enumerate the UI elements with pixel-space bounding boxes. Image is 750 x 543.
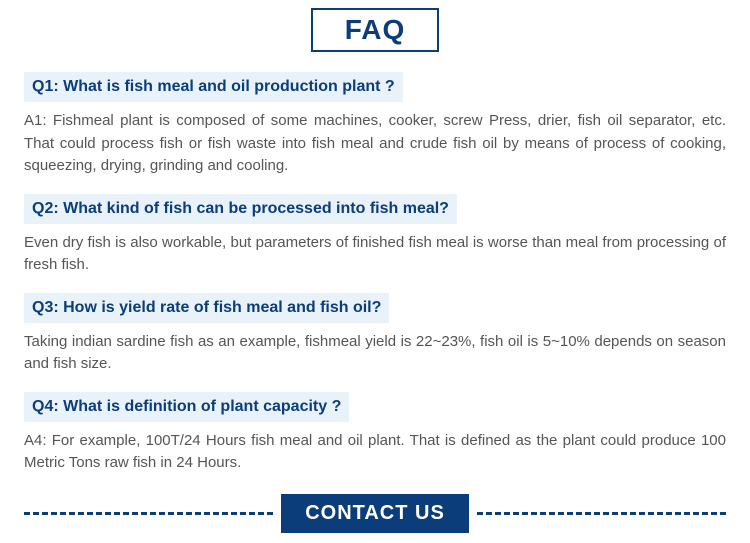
faq-item: Q1: What is fish meal and oil production…	[24, 72, 726, 178]
faq-answer-4: A4: For example, 100T/24 Hours fish meal…	[24, 430, 726, 475]
dash-line-left	[24, 512, 273, 515]
faq-question-4: Q4: What is definition of plant capacity…	[24, 392, 349, 422]
faq-question-2: Q2: What kind of fish can be processed i…	[24, 194, 457, 224]
faq-item: Q2: What kind of fish can be processed i…	[24, 194, 726, 277]
faq-header-container: FAQ	[24, 8, 726, 52]
faq-question-3: Q3: How is yield rate of fish meal and f…	[24, 293, 389, 323]
faq-answer-2: Even dry fish is also workable, but para…	[24, 232, 726, 277]
contact-section: CONTACT US	[24, 494, 726, 533]
contact-us-button[interactable]: CONTACT US	[281, 494, 469, 533]
faq-question-1: Q1: What is fish meal and oil production…	[24, 72, 403, 102]
dash-line-right	[477, 512, 726, 515]
faq-item: Q3: How is yield rate of fish meal and f…	[24, 293, 726, 376]
faq-item: Q4: What is definition of plant capacity…	[24, 392, 726, 475]
faq-answer-1: A1: Fishmeal plant is composed of some m…	[24, 110, 726, 178]
faq-answer-3: Taking indian sardine fish as an example…	[24, 331, 726, 376]
faq-title: FAQ	[311, 8, 440, 52]
